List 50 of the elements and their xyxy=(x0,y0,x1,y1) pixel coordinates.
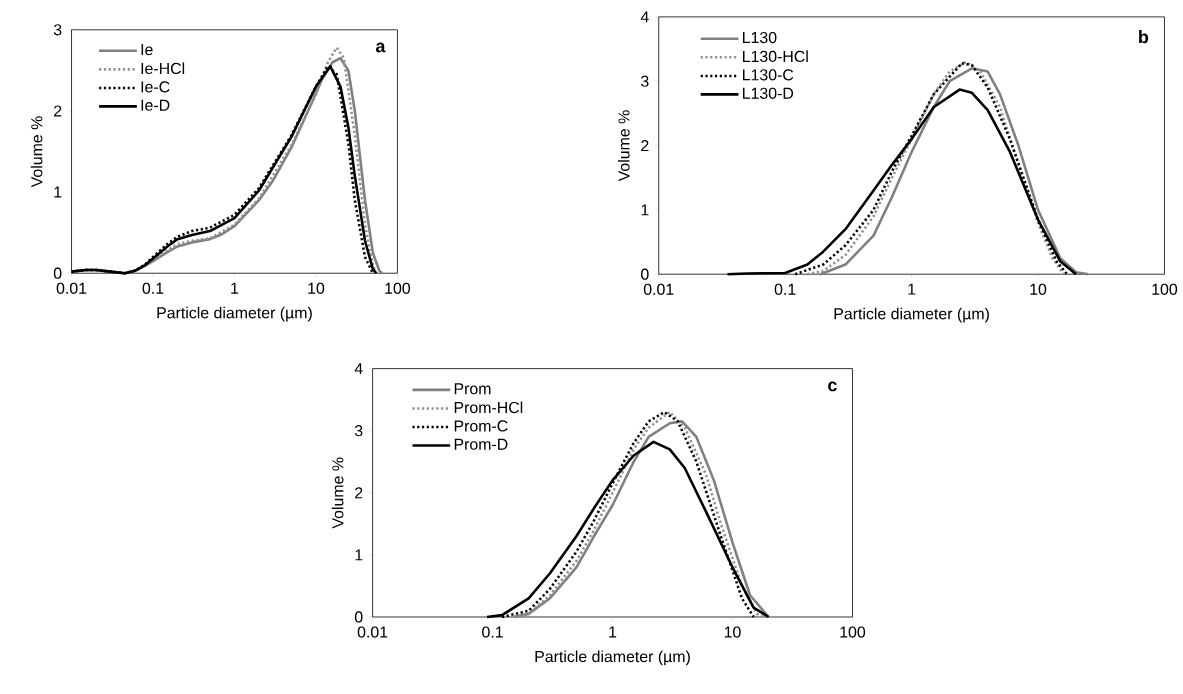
x-tick-label: 1 xyxy=(231,282,239,294)
y-axis-title: Volume % xyxy=(331,457,344,529)
x-tick-label: 10 xyxy=(308,282,325,294)
y-axis-title: Volume % xyxy=(617,110,630,182)
y-tick-label: 4 xyxy=(640,11,649,23)
x-tick-label: 10 xyxy=(1030,283,1047,295)
y-tick-label: 3 xyxy=(641,75,649,87)
legend-label: L130-D xyxy=(743,87,794,99)
y-tick-label: 0 xyxy=(354,611,363,623)
legend-label: Prom-HCl xyxy=(454,401,523,413)
x-tick-label: 1 xyxy=(908,283,916,295)
legend-label: L130-C xyxy=(743,68,794,81)
x-tick-label: 0.1 xyxy=(774,283,796,295)
legend-label: Ie-C xyxy=(141,81,170,93)
x-axis-title: Particle diameter (µm) xyxy=(834,307,989,323)
x-tick-label: 1 xyxy=(609,626,617,638)
annotation: c xyxy=(828,381,837,392)
x-tick-label: 100 xyxy=(385,282,411,294)
y-tick-label: 3 xyxy=(354,424,363,437)
legend-label: Ie-D xyxy=(141,99,170,111)
y-axis-title: Volume % xyxy=(30,116,43,187)
legend-label: Prom xyxy=(454,382,491,395)
legend-label: Prom-D xyxy=(454,438,508,450)
y-tick-label: 0 xyxy=(641,268,649,280)
y-tick-label: 0 xyxy=(53,267,62,279)
x-tick-label: 10 xyxy=(724,626,741,638)
legend-label: Prom-C xyxy=(454,420,508,432)
y-tick-label: 4 xyxy=(354,362,363,374)
y-tick-label: 2 xyxy=(54,105,62,117)
annotation: a xyxy=(375,42,386,53)
x-tick-label: 0.01 xyxy=(357,626,388,638)
legend-label: Ie xyxy=(141,43,153,56)
x-tick-label: 0.1 xyxy=(482,626,503,638)
y-tick-label: 2 xyxy=(355,487,363,499)
annotation: b xyxy=(1139,29,1149,43)
x-axis-title: Particle diameter (µm) xyxy=(157,306,312,322)
x-axis-title: Particle diameter (µm) xyxy=(535,650,690,666)
x-tick-label: 100 xyxy=(1152,283,1178,295)
legend-label: L130-HCl xyxy=(743,50,808,62)
y-tick-label: 1 xyxy=(54,186,62,198)
y-tick-label: 1 xyxy=(641,204,649,216)
legend-label: L130 xyxy=(743,31,777,43)
y-tick-label: 3 xyxy=(53,23,62,36)
x-tick-label: 0.01 xyxy=(56,282,87,294)
y-tick-label: 1 xyxy=(355,549,363,561)
x-tick-label: 100 xyxy=(840,626,866,638)
legend-label: Ie-HCl xyxy=(141,62,185,74)
x-tick-label: 0.01 xyxy=(643,283,674,295)
y-tick-label: 2 xyxy=(641,139,649,151)
x-tick-label: 0.1 xyxy=(142,282,164,294)
